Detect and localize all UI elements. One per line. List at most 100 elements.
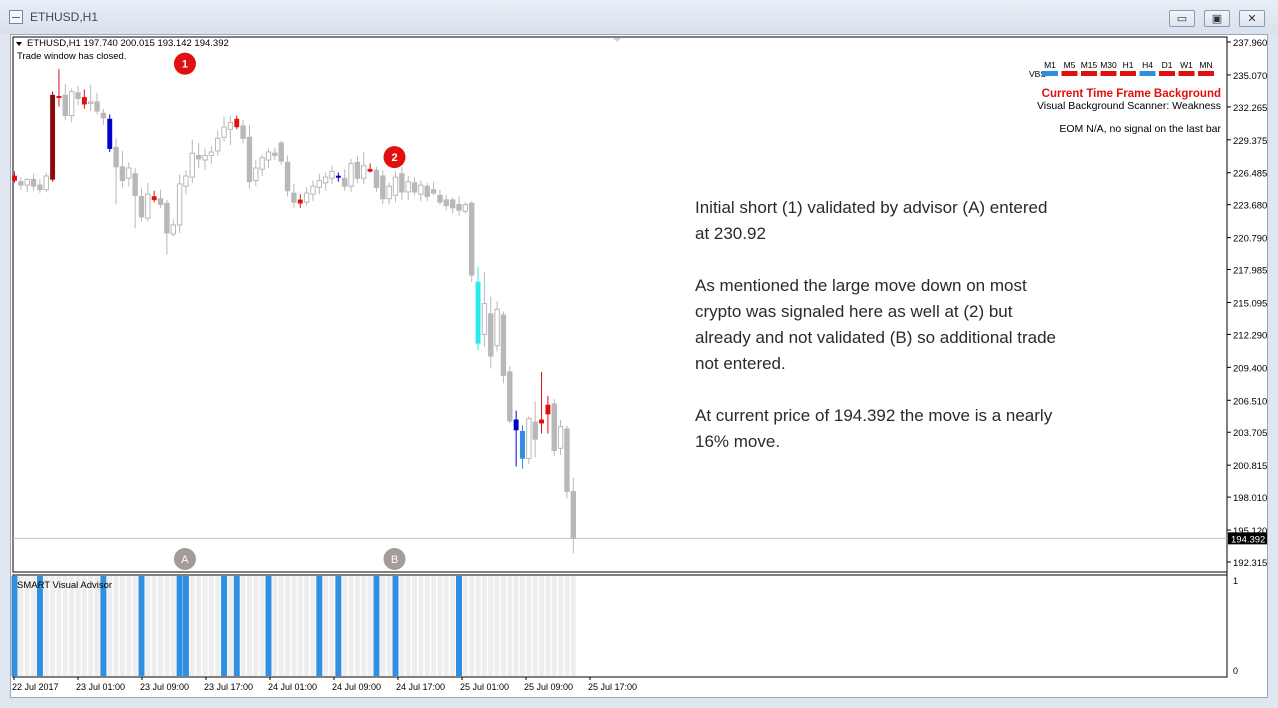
vbs-heading: Current Time Frame Background — [1042, 88, 1221, 100]
advisor-background-bar — [481, 576, 487, 676]
candle-body — [272, 152, 278, 156]
candle-body — [107, 118, 113, 149]
advisor-signal-bar — [176, 576, 183, 676]
candle-body — [100, 112, 107, 119]
advisor-y-tick: 0 — [1233, 666, 1238, 676]
vbs-subheading: Visual Background Scanner: Weakness — [1037, 100, 1221, 112]
annotation-text: crypto was signaled here as well at (2) … — [695, 302, 1013, 321]
y-tick-label: 237.960 — [1233, 38, 1267, 49]
close-button[interactable]: ✕ — [1239, 10, 1265, 27]
advisor-background-bar — [164, 576, 170, 676]
timeframe-label-M15: M15 — [1081, 60, 1098, 70]
candle-body — [227, 121, 234, 130]
timeframe-indicator-M1 — [1042, 71, 1058, 76]
candle-body — [240, 125, 246, 139]
validation-marker-label: A — [181, 554, 189, 566]
candle-body — [75, 92, 81, 100]
timeframe-label-M30: M30 — [1100, 60, 1117, 70]
advisor-background-bar — [132, 576, 138, 676]
advisor-signal-bar — [100, 576, 107, 676]
advisor-background-bar — [361, 576, 367, 676]
advisor-background-bar — [278, 576, 284, 676]
advisor-background-bar — [285, 576, 291, 676]
advisor-background-bar — [469, 576, 475, 676]
advisor-background-bar — [418, 576, 424, 676]
chart-window-icon — [9, 10, 23, 24]
candle-body — [30, 178, 37, 187]
advisor-background-bar — [507, 576, 513, 676]
advisor-signal-bar — [36, 576, 43, 676]
candle-body — [430, 189, 437, 194]
x-tick-label: 23 Jul 17:00 — [204, 682, 253, 692]
timeframe-label-W1: W1 — [1180, 60, 1193, 70]
advisor-background-bar — [62, 576, 68, 676]
candle-body — [310, 185, 316, 195]
x-tick-label: 23 Jul 01:00 — [76, 682, 125, 692]
candle-body — [195, 154, 202, 160]
candle-body — [56, 95, 62, 98]
advisor-signal-bar — [392, 576, 399, 676]
symbol-header: ETHUSD,H1 197.740 200.015 193.142 194.39… — [27, 38, 229, 49]
chart-area[interactable]: 237.960 235.070 232.265 229.375 226.485 223.6… — [10, 34, 1268, 698]
candle-body — [284, 161, 291, 192]
y-tick-label: 203.705 — [1233, 428, 1267, 439]
advisor-background-bar — [24, 576, 30, 676]
advisor-background-bar — [462, 576, 468, 676]
advisor-background-bar — [532, 576, 538, 676]
maximize-button[interactable]: ▣ — [1204, 10, 1230, 27]
candle-body — [545, 404, 551, 415]
advisor-background-bar — [215, 576, 221, 676]
advisor-signal-bar — [265, 576, 272, 676]
advisor-background-bar — [329, 576, 335, 676]
timeframe-indicator-MN — [1198, 71, 1214, 76]
timeframe-label-MN: MN — [1199, 60, 1212, 70]
candle-body — [151, 196, 157, 201]
advisor-background-bar — [253, 576, 259, 676]
current-price-tag — [1228, 532, 1268, 545]
candle-body — [88, 101, 94, 104]
advisor-background-bar — [526, 576, 532, 676]
advisor-background-bar — [558, 576, 564, 676]
x-tick-label: 22 Jul 2017 — [12, 682, 59, 692]
timeframe-indicator-W1 — [1178, 71, 1195, 76]
advisor-background-bar — [145, 576, 151, 676]
advisor-background-bar — [18, 576, 24, 676]
timeframe-label-M1: M1 — [1044, 60, 1056, 70]
candle-body — [253, 167, 259, 182]
candle-body — [449, 199, 456, 209]
candle-body — [278, 142, 284, 162]
minimize-button[interactable]: ▭ — [1169, 10, 1195, 27]
candle-body — [68, 91, 75, 117]
validation-marker-B — [383, 548, 406, 570]
y-tick-label: 226.485 — [1233, 169, 1267, 180]
advisor-background-bar — [570, 576, 576, 676]
candle-body — [43, 175, 49, 191]
candle-body — [551, 403, 557, 452]
candle-body — [221, 126, 227, 138]
timeframe-indicator-M15 — [1081, 71, 1097, 76]
y-tick-label: 206.510 — [1233, 396, 1267, 407]
advisor-background-bar — [551, 576, 557, 676]
advisor-background-bar — [158, 576, 164, 676]
candle-body — [392, 176, 399, 196]
advisor-background-bar — [405, 576, 411, 676]
shift-marker-icon — [613, 38, 621, 42]
candle-body — [215, 137, 221, 152]
candle-body — [342, 177, 348, 187]
candle-body — [399, 173, 405, 193]
candle-body — [291, 192, 297, 203]
advisor-background-bar — [240, 576, 246, 676]
advisor-signal-bar — [11, 576, 18, 676]
timeframe-indicator-M5 — [1061, 71, 1078, 76]
advisor-signal-bar — [335, 576, 342, 676]
candle-body — [259, 157, 265, 170]
advisor-background-bar — [75, 576, 81, 676]
advisor-signal-bar — [316, 576, 323, 676]
candle-body — [386, 185, 392, 200]
candle-body — [119, 166, 126, 182]
candle-body — [361, 165, 367, 179]
advisor-background-bar — [151, 576, 157, 676]
candle-body — [132, 173, 138, 196]
price-chart[interactable]: 237.960 235.070 232.265 229.375 226.485 223.6… — [11, 35, 1268, 697]
y-tick-label: 229.375 — [1233, 136, 1267, 147]
